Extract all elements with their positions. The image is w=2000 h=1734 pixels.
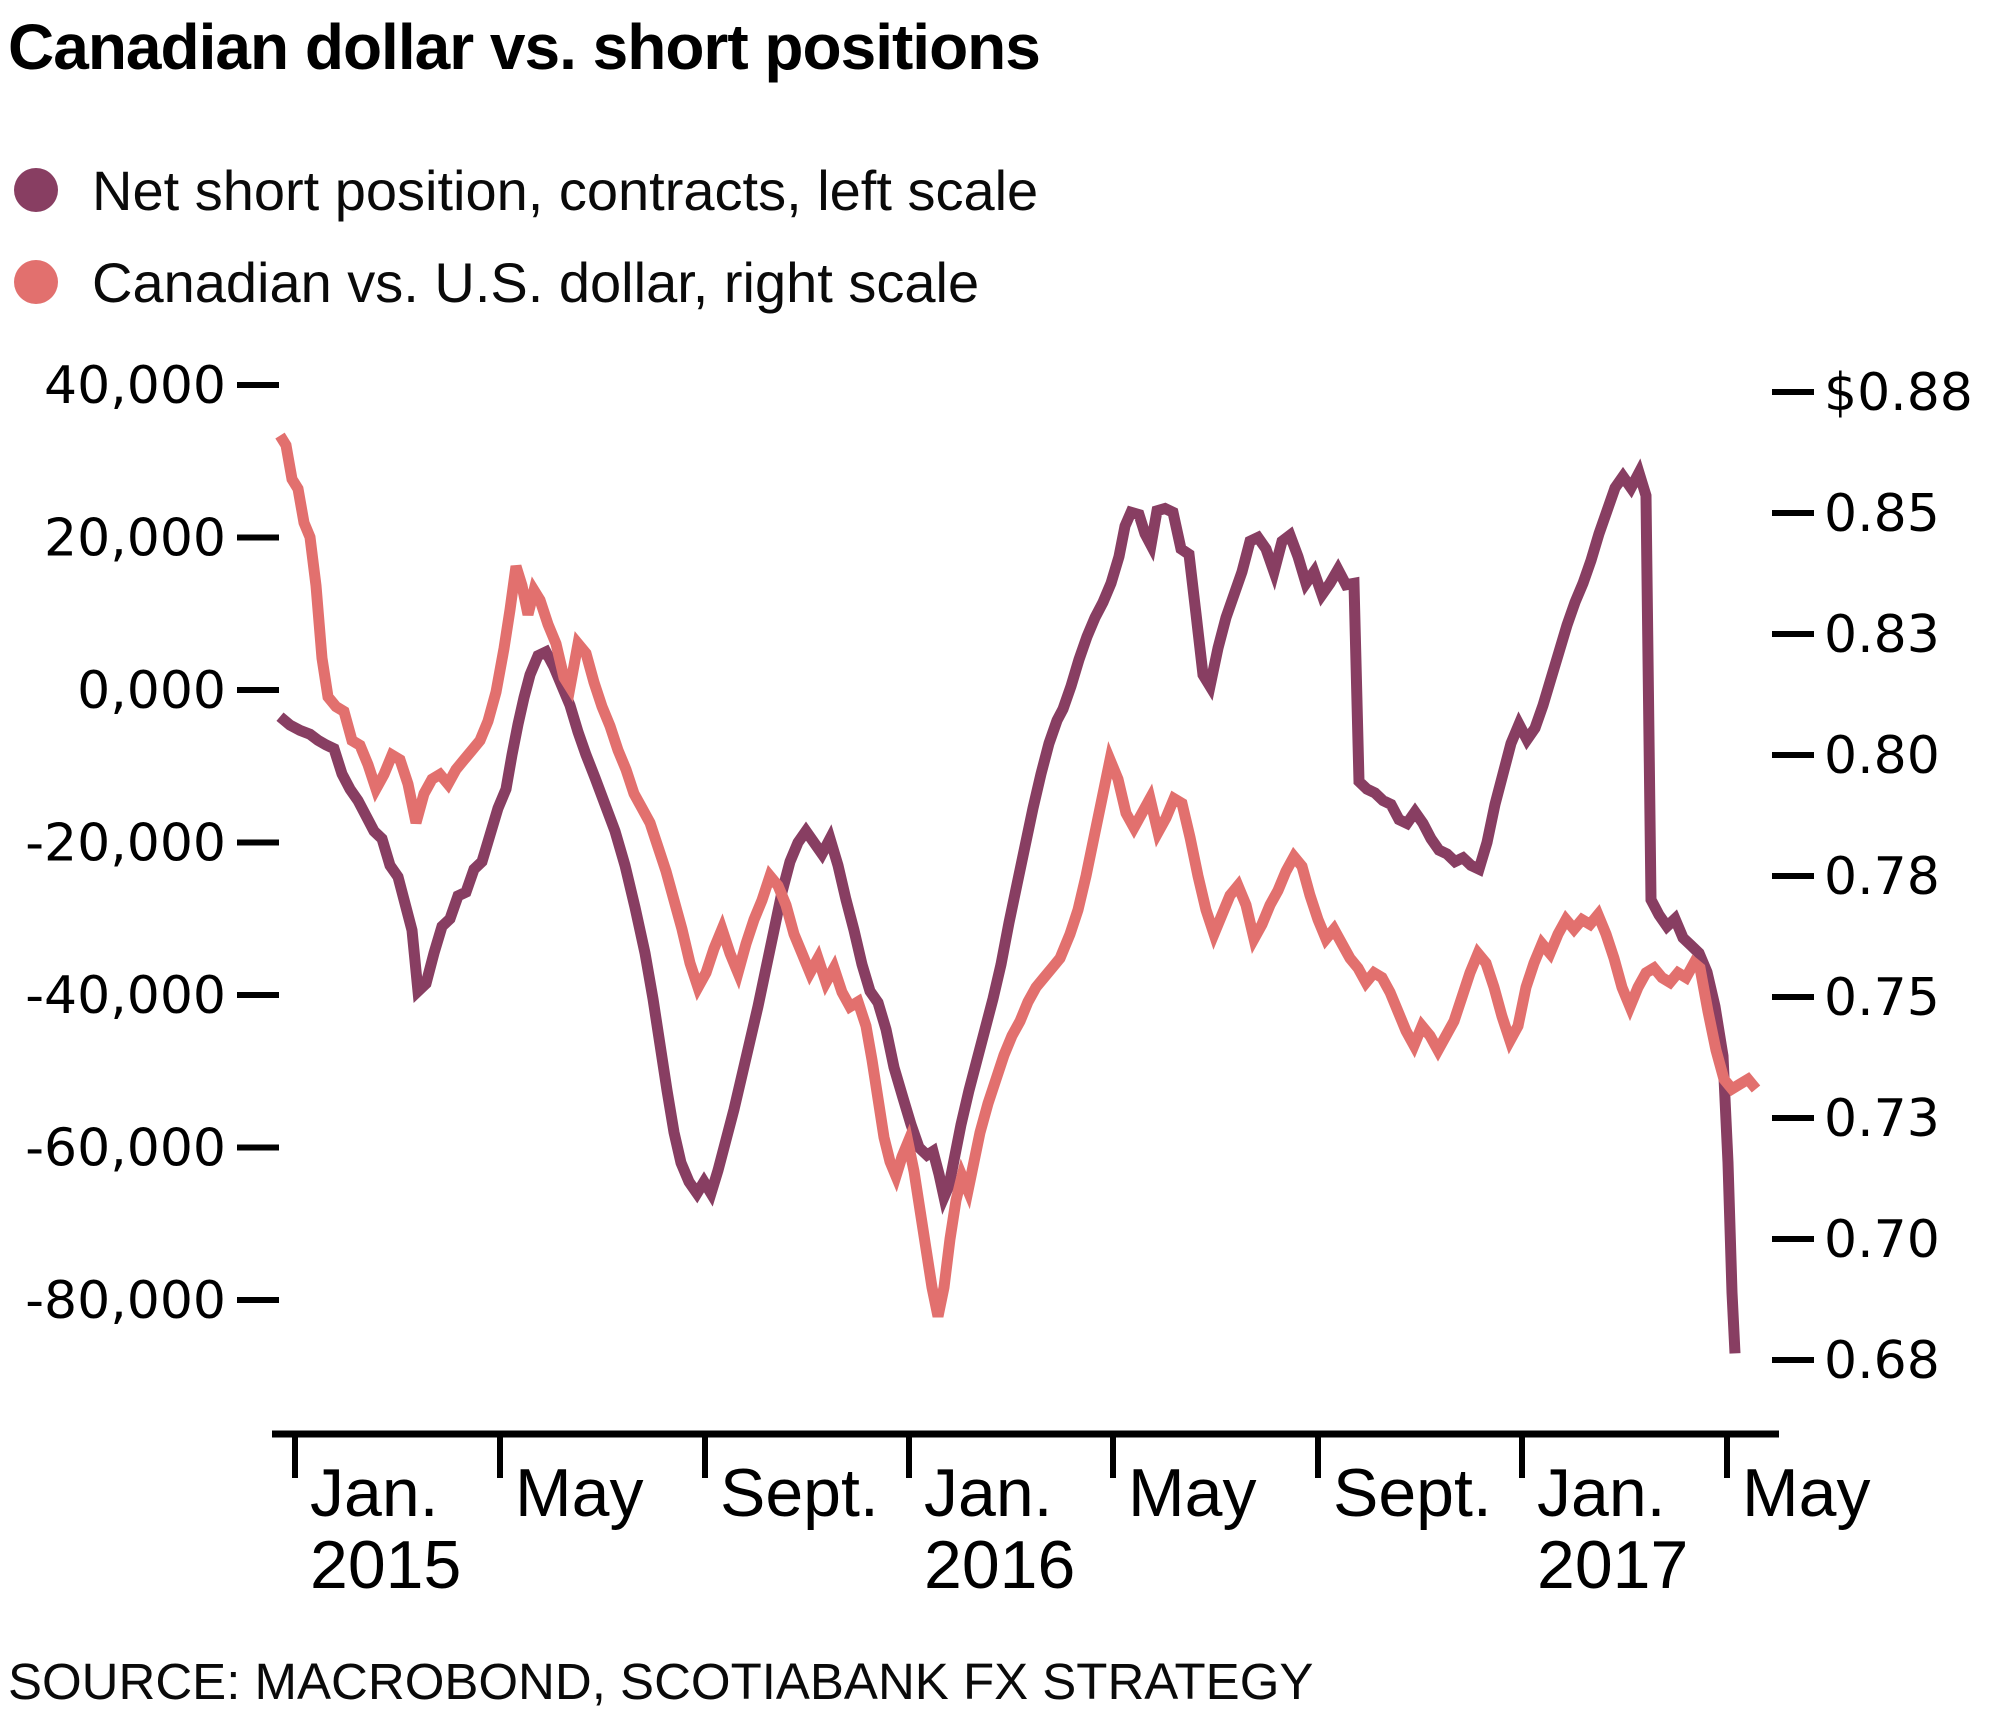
chart-title: Canadian dollar vs. short positions xyxy=(8,11,1041,83)
svg-text:40,000: 40,000 xyxy=(44,356,226,416)
svg-text:Jan.: Jan. xyxy=(310,1455,439,1531)
svg-text:0,000: 0,000 xyxy=(77,661,226,721)
svg-text:0.68: 0.68 xyxy=(1824,1331,1940,1391)
source-note: SOURCE: MACROBOND, SCOTIABANK FX STRATEG… xyxy=(8,1653,1314,1710)
svg-text:Sept.: Sept. xyxy=(1333,1455,1492,1531)
svg-text:-40,000: -40,000 xyxy=(25,966,226,1026)
svg-text:0.83: 0.83 xyxy=(1824,605,1940,665)
svg-text:0.75: 0.75 xyxy=(1824,968,1940,1028)
svg-text:0.78: 0.78 xyxy=(1824,847,1940,907)
legend-label-cad-usd: Canadian vs. U.S. dollar, right scale xyxy=(92,250,980,314)
svg-text:0.70: 0.70 xyxy=(1824,1210,1940,1270)
legend: Net short position, contracts, left scal… xyxy=(14,144,1038,328)
svg-text:-80,000: -80,000 xyxy=(25,1271,226,1331)
svg-text:0.73: 0.73 xyxy=(1824,1089,1940,1149)
legend-label-net-short: Net short position, contracts, left scal… xyxy=(92,158,1039,222)
legend-item-net-short: Net short position, contracts, left scal… xyxy=(14,144,1038,236)
svg-text:Jan.: Jan. xyxy=(924,1455,1053,1531)
svg-text:$0.88: $0.88 xyxy=(1824,363,1973,423)
legend-item-cad-usd: Canadian vs. U.S. dollar, right scale xyxy=(14,236,1038,328)
svg-text:2015: 2015 xyxy=(310,1527,461,1603)
svg-text:Jan.: Jan. xyxy=(1537,1455,1666,1531)
svg-text:-20,000: -20,000 xyxy=(25,814,226,874)
svg-text:May: May xyxy=(1128,1455,1256,1531)
svg-text:May: May xyxy=(515,1455,643,1531)
svg-text:-60,000: -60,000 xyxy=(25,1119,226,1179)
svg-text:20,000: 20,000 xyxy=(44,509,226,569)
svg-text:0.80: 0.80 xyxy=(1824,726,1940,786)
svg-text:May: May xyxy=(1742,1455,1870,1531)
svg-text:2016: 2016 xyxy=(924,1527,1075,1603)
legend-dot-cad-usd-icon xyxy=(14,260,58,304)
svg-text:Sept.: Sept. xyxy=(720,1455,879,1531)
legend-dot-net-short-icon xyxy=(14,168,58,212)
svg-text:0.85: 0.85 xyxy=(1824,484,1940,544)
svg-text:2017: 2017 xyxy=(1537,1527,1688,1603)
